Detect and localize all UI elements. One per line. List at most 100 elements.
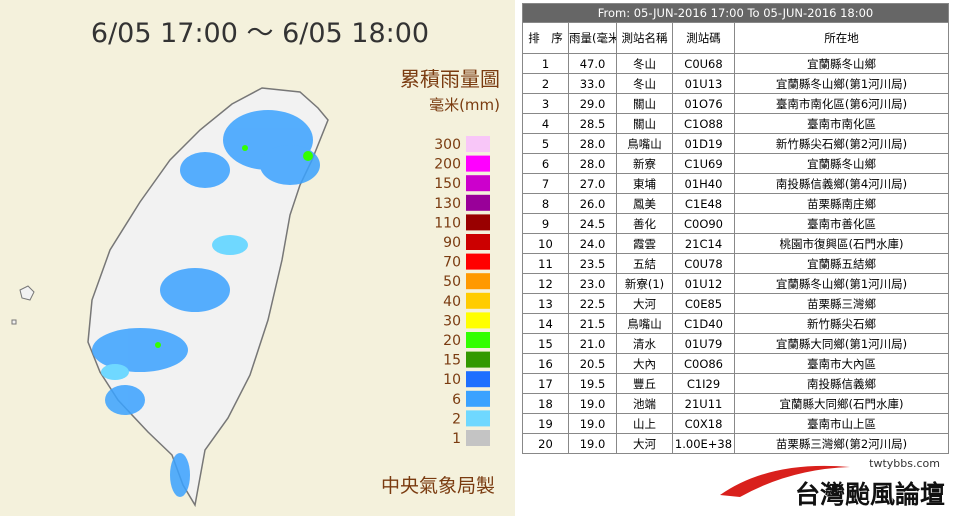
table-cell: C1D40 [672,313,735,334]
legend-swatch [466,136,490,152]
legend-swatch [466,430,490,446]
penghu-islands [11,285,35,325]
table-cell: 新寮 [616,153,673,174]
legend-swatch [466,234,490,250]
table-cell: 21.5 [568,313,617,334]
table-row: 16 20.5 大內 C0O86 臺南市大內區 [522,353,949,374]
table-cell: 豐丘 [616,373,673,394]
rain-spot [303,151,313,161]
table-cell: 池端 [616,393,673,414]
rain-table: From: 05-JUN-2016 17:00 To 05-JUN-2016 1… [522,3,949,454]
logo-swoosh [720,465,850,497]
table-cell: 01O76 [672,93,735,114]
table-cell: 8 [522,193,569,214]
table-cell: 桃園市復興區(石門水庫) [734,233,949,254]
table-cell: 15 [522,333,569,354]
rain-spot [242,145,248,151]
table-cell: 冬山 [616,53,673,74]
table-row: 17 19.5 豐丘 C1I29 南投縣信義鄉 [522,373,949,394]
table-cell: 大河 [616,293,673,314]
table-cell: 5 [522,133,569,154]
table-cell: 01U79 [672,333,735,354]
table-cell: 五結 [616,253,673,274]
table-cell: 1.00E+38 [672,433,735,454]
table-cell: C0U78 [672,253,735,274]
table-cell: 善化 [616,213,673,234]
table-cell: C0X18 [672,413,735,434]
rain-map: 6/05 17:00 ～ 6/05 18:00 累積雨量圖 毫米(mm) 中央氣… [0,0,515,516]
table-cell: 26.0 [568,193,617,214]
table-cell: 宜蘭縣五結鄉 [734,253,949,274]
table-cell: C1E48 [672,193,735,214]
table-cell: C0O86 [672,353,735,374]
table-header: From: 05-JUN-2016 17:00 To 05-JUN-2016 1… [522,3,949,23]
table-row: 6 28.0 新寮 C1U69 宜蘭縣冬山鄉 [522,153,949,174]
legend-swatch [466,175,490,192]
table-row: 15 21.0 清水 01U79 宜蘭縣大同鄉(第1河川局) [522,333,949,354]
legend-label: 90 [443,235,461,251]
legend-label: 50 [443,274,461,290]
table-cell: 1 [522,53,569,74]
heavy-rain-spots [155,145,313,348]
legend-label: 10 [443,372,461,388]
legend-label: 130 [434,196,461,212]
table-row: 20 19.0 大河 1.00E+38 苗栗縣三灣鄉(第2河川局) [522,433,949,454]
table-cell: 鳥嘴山 [616,313,673,334]
table-cell: 13 [522,293,569,314]
legend-swatch [466,312,490,329]
legend-title: 累積雨量圖 [400,67,500,91]
logo: twtybbs.com 台灣颱風論壇 [720,457,945,509]
table-cell: C1U69 [672,153,735,174]
table-cell: 臺南市南化區 [734,113,949,134]
rain-spot [155,342,161,348]
legend-swatch [466,214,490,231]
table-cell: 19.0 [568,393,617,414]
table-cell: 22.5 [568,293,617,314]
table-row: 9 24.5 善化 C0O90 臺南市善化區 [522,213,949,234]
rain-area [160,268,230,312]
table-cell: 10 [522,233,569,254]
table-cell: 24.0 [568,233,617,254]
table-cell: 新竹縣尖石鄉(第2河川局) [734,133,949,154]
table-cell: C0E85 [672,293,735,314]
legend-swatch [466,371,490,388]
legend-swatch [466,332,490,348]
table-row: 3 29.0 關山 01O76 臺南市南化區(第6河川局) [522,93,949,114]
table-cell: 苗栗縣南庄鄉 [734,193,949,214]
rain-area [260,145,320,185]
legend-swatch [466,292,490,309]
table-cell: 鳥嘴山 [616,133,673,154]
table-cell: 宜蘭縣大同鄉(第1河川局) [734,333,949,354]
legend-swatch [466,351,490,368]
table-cell: 9 [522,213,569,234]
map-title: 6/05 17:00 ～ 6/05 18:00 [91,18,429,49]
legend-label: 110 [434,215,461,231]
table-cell: 東埔 [616,173,673,194]
table-cell: 01D19 [672,133,735,154]
legend-swatch [466,194,490,211]
legend-swatch [466,155,490,172]
legend-unit: 毫米(mm) [429,96,500,114]
table-cell: 01H40 [672,173,735,194]
table-cell: 關山 [616,93,673,114]
legend-label: 30 [443,313,461,329]
table-cell: 霞雲 [616,233,673,254]
table-cell: 新竹縣尖石鄉 [734,313,949,334]
column-header: 排 序 [522,22,569,54]
table-cell: 大河 [616,433,673,454]
table-cell: 29.0 [568,93,617,114]
table-row: 4 28.5 關山 C1O88 臺南市南化區 [522,113,949,134]
column-header: 測站碼 [672,22,735,54]
table-cell: 宜蘭縣冬山鄉(第1河川局) [734,73,949,94]
table-cell: 4 [522,113,569,134]
column-header: 雨量(毫米) [568,22,617,54]
light-rain-areas [101,235,248,380]
table-row: 12 23.0 新寮(1) 01U12 宜蘭縣冬山鄉(第1河川局) [522,273,949,294]
rain-area [101,364,129,380]
table-cell: 11 [522,253,569,274]
table-cell: 6 [522,153,569,174]
table-cell: 21.0 [568,333,617,354]
table-cell: 19.0 [568,413,617,434]
legend-label: 300 [434,137,461,153]
